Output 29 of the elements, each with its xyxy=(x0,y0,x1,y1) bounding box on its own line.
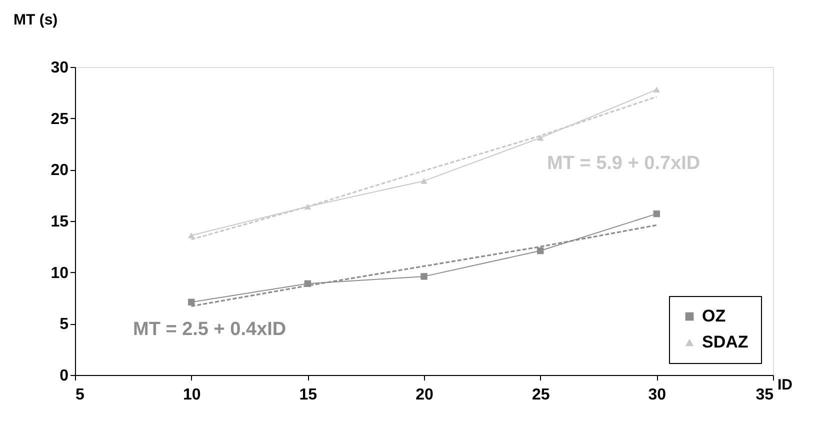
y-tick-label: 5 xyxy=(60,316,69,334)
point xyxy=(536,134,544,141)
x-tick-label: 25 xyxy=(532,386,550,404)
x-tick-label: 35 xyxy=(756,386,774,404)
annotation: MT = 2.5 + 0.4xID xyxy=(133,319,286,340)
x-tick-label: 10 xyxy=(182,386,201,404)
point xyxy=(653,210,660,218)
point xyxy=(304,204,312,210)
y-tick-label: 0 xyxy=(60,368,69,384)
y-axis-title: MT (s) xyxy=(14,12,58,28)
point xyxy=(188,232,195,238)
point xyxy=(304,280,312,287)
y-tick-label: 15 xyxy=(50,214,69,230)
point xyxy=(653,86,660,92)
legend-label: OZ xyxy=(702,306,726,326)
x-tick-label: 5 xyxy=(76,386,84,404)
legend-label: SDAZ xyxy=(702,332,748,352)
y-tick-label: 10 xyxy=(50,264,69,282)
y-tick-label: 30 xyxy=(50,60,69,76)
point xyxy=(188,298,195,306)
x-tick-label: 15 xyxy=(299,386,318,404)
x-axis-title: ID xyxy=(778,376,793,394)
x-tick-label: 30 xyxy=(648,386,666,404)
y-tick-label: 20 xyxy=(50,162,69,180)
x-tick-label: 20 xyxy=(416,386,434,404)
y-tick-label: 25 xyxy=(50,110,69,128)
point xyxy=(536,247,544,254)
point xyxy=(420,273,428,280)
point xyxy=(420,178,428,184)
